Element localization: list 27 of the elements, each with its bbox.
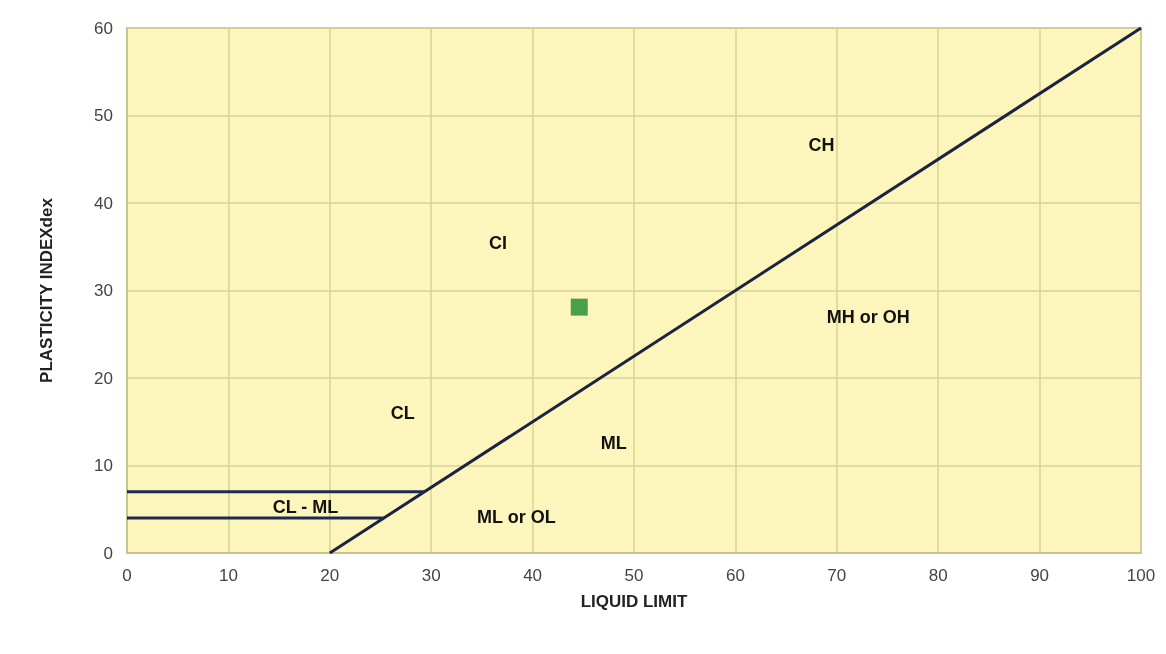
annotation: CI <box>489 233 508 254</box>
annotation: CL <box>390 402 415 423</box>
y-tick-label: 40 <box>94 193 113 213</box>
x-tick-label: 40 <box>523 566 543 585</box>
x-tick-label: 10 <box>218 566 238 585</box>
y-axis-title: PLASTICITY INDEXdex <box>37 197 56 383</box>
annotation: MH or OH <box>826 306 910 327</box>
y-tick-label: 0 <box>103 543 113 563</box>
y-tick-label: 20 <box>94 368 113 388</box>
x-axis-title: LIQUID LIMIT <box>580 592 688 611</box>
x-tick-label: 90 <box>1030 566 1050 585</box>
x-tick-label: 70 <box>827 566 847 585</box>
x-tick-label: 30 <box>421 566 441 585</box>
y-tick-label: 30 <box>94 281 113 300</box>
x-tick-label: 60 <box>725 566 745 585</box>
x-tick-label: 80 <box>928 566 948 585</box>
annotation: CH <box>808 135 835 156</box>
x-tick-label: 50 <box>624 566 644 585</box>
y-tick-label: 60 <box>94 18 113 38</box>
y-tick-label: 10 <box>94 456 113 475</box>
x-tick-label: 0 <box>122 566 132 585</box>
x-tick-label: 100 <box>1126 566 1156 585</box>
x-tick-label: 20 <box>320 566 340 585</box>
y-tick-label: 50 <box>94 106 113 125</box>
annotation: ML or OL <box>477 507 556 528</box>
annotation: CL - ML <box>272 496 339 517</box>
annotation: ML <box>600 432 627 453</box>
